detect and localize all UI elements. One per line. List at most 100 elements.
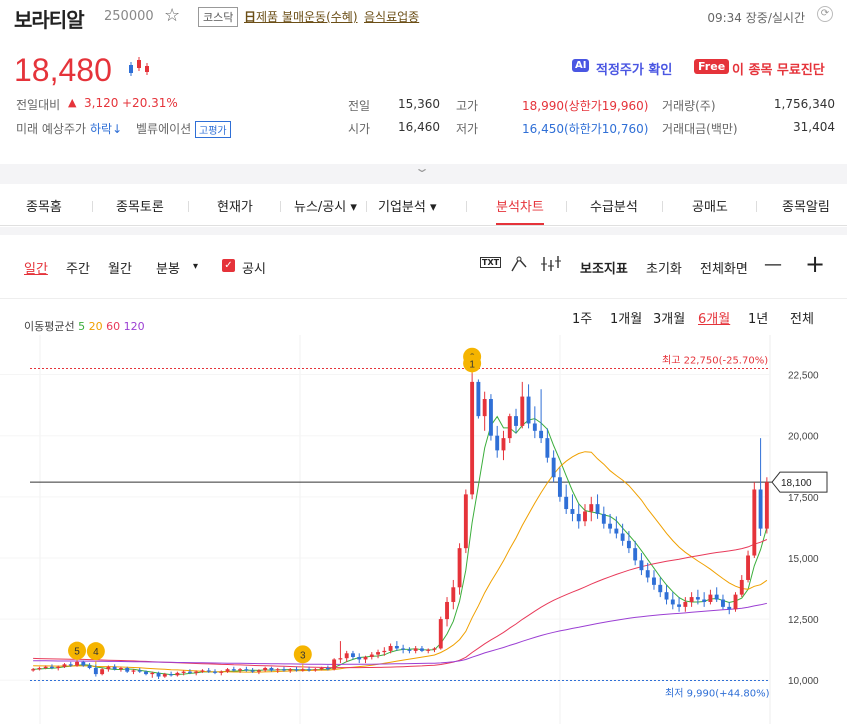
candle-body (238, 669, 243, 671)
draw-line-icon[interactable] (510, 255, 530, 273)
valuation-badge[interactable]: 고평가 (195, 121, 231, 138)
aux-indicator-button[interactable]: 보조지표 (580, 262, 628, 277)
candle-body (739, 579, 744, 595)
candle-body (545, 438, 550, 458)
theme-link[interactable]: 日제품 불매운동(수혜) (244, 8, 358, 25)
candle-body (319, 667, 324, 670)
txt-icon[interactable]: TXT (480, 257, 502, 268)
ma5-line (33, 415, 768, 676)
amount-value: 31,404 (793, 120, 835, 134)
disclosure-marker (463, 354, 482, 373)
change-value: 3,120 (84, 96, 119, 110)
candle-body (689, 597, 694, 602)
free-badge[interactable]: Free (694, 59, 730, 74)
disclosure-label: 공시 (242, 262, 266, 277)
candle-body (250, 670, 255, 672)
section-divider (0, 164, 847, 184)
candle-body (325, 667, 330, 670)
tab-short-selling[interactable]: 공매도 (692, 200, 728, 215)
period-1y[interactable]: 1년 (748, 312, 769, 327)
high-label: 최고 22,750(-25.70%) (662, 354, 768, 366)
disclosure-marker (293, 645, 312, 664)
candle-body (413, 648, 418, 651)
candle-body (507, 416, 512, 439)
weekly-button[interactable]: 주간 (66, 262, 90, 277)
fullscreen-button[interactable]: 전체화면 (700, 262, 748, 277)
marker-label: 5 (74, 647, 80, 658)
period-1w[interactable]: 1주 (572, 312, 593, 327)
period-3m[interactable]: 3개월 (653, 312, 686, 327)
tab-news[interactable]: 뉴스/공시 ▾ (294, 200, 357, 215)
candle-body (81, 661, 86, 666)
candle-body (457, 548, 462, 588)
ai-badge[interactable]: AI (572, 59, 590, 72)
candle-body (407, 649, 412, 651)
period-all[interactable]: 전체 (790, 312, 814, 327)
candle-body (112, 666, 117, 670)
zoom-out-icon[interactable]: — (764, 254, 782, 275)
candle-body (463, 494, 468, 549)
candle-body (438, 619, 443, 649)
time-status: 09:34 장중/실시간 (707, 11, 805, 25)
candle-body (93, 667, 98, 675)
candle-body (539, 430, 544, 439)
low-value: 16,450(하한가10,760) (522, 122, 649, 136)
stock-code: 250000 (104, 9, 154, 24)
price-chart[interactable]: 22,500 20,000 17,500 15,000 12,500 10,000 최고 2… (0, 335, 847, 724)
candle-body (231, 669, 236, 671)
tab-alert[interactable]: 종목알림 (782, 200, 830, 215)
candle-body (282, 669, 286, 671)
candle-body (175, 672, 180, 676)
current-price-tag (771, 471, 828, 493)
zoom-in-icon[interactable]: + (805, 250, 826, 278)
tab-supply-demand[interactable]: 수급분석 (590, 200, 638, 215)
candle-body (445, 601, 449, 620)
tab-analysis-chart[interactable]: 분석차트 (496, 200, 544, 215)
tab-separator (366, 201, 367, 212)
candle-body (583, 511, 587, 522)
amount-label: 거래대금(백만) (662, 122, 738, 136)
up-arrow-icon: ▲ (68, 96, 77, 109)
free-diagnosis-link[interactable]: 이 종목 무료진단 (732, 63, 825, 78)
minute-select[interactable]: 분봉 (156, 262, 180, 277)
monthly-button[interactable]: 월간 (108, 262, 132, 277)
tab-company-analysis[interactable]: 기업분석 ▾ (378, 200, 437, 215)
period-6m[interactable]: 6개월 (698, 312, 731, 327)
high-value: 18,990(상한가19,960) (522, 99, 649, 113)
refresh-icon[interactable]: ⟳ (817, 6, 833, 22)
ma120-line (33, 602, 768, 665)
fair-price-link[interactable]: 적정주가 확인 (596, 63, 673, 78)
candle-body (351, 653, 355, 657)
period-1m[interactable]: 1개월 (610, 312, 643, 327)
candle-body (733, 594, 738, 610)
disclosure-checkbox[interactable]: ✓ (222, 259, 235, 272)
tab-separator (756, 201, 757, 212)
sector-link[interactable]: 음식료업종 (364, 10, 420, 24)
candle-body (683, 601, 688, 607)
y-tick-label: 20,000 (788, 432, 819, 443)
valuation-label: 벨류에이션 (136, 122, 192, 136)
candle-body (194, 671, 199, 673)
ma60-label: 60 (106, 320, 121, 333)
tab-discussion[interactable]: 종목토론 (116, 200, 164, 215)
chevron-down-icon[interactable]: ⌄ (413, 161, 431, 175)
tab-separator (662, 201, 663, 212)
candle-body (269, 667, 274, 671)
indicator-icon[interactable] (540, 255, 562, 273)
candle-body (43, 666, 48, 668)
section-divider (0, 227, 847, 235)
tab-home[interactable]: 종목홈 (26, 200, 62, 215)
candle-body (488, 399, 493, 436)
market-badge: 코스닥 (198, 7, 239, 27)
candle-body (626, 540, 631, 549)
daily-button[interactable]: 일간 (24, 262, 48, 277)
tab-current-price[interactable]: 현재가 (217, 200, 253, 215)
candle-body (702, 599, 707, 602)
chevron-down-icon[interactable]: ▾ (193, 261, 199, 272)
change-pct: +20.31% (122, 96, 178, 110)
forecast-value[interactable]: 하락↓ (90, 122, 123, 136)
candle-body (219, 671, 224, 673)
candle-body (68, 664, 73, 666)
favorite-star-icon[interactable]: ☆ (164, 5, 181, 26)
reset-button[interactable]: 초기화 (646, 262, 682, 277)
